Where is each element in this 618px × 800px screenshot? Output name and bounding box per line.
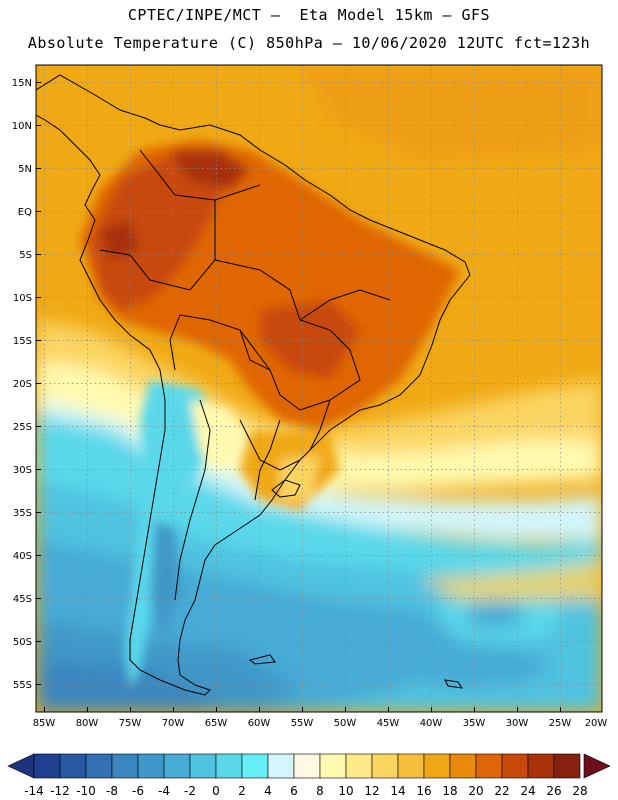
lat-label: 55S	[13, 680, 32, 691]
lat-label: 5S	[19, 250, 32, 261]
lat-label: 30S	[13, 465, 32, 476]
colorbar-swatch	[475, 753, 503, 779]
colorbar-label: -4	[158, 784, 170, 798]
lon-label: 30W	[506, 718, 529, 729]
colorbar-swatch	[85, 753, 113, 779]
lon-label: 50W	[334, 718, 357, 729]
colorbar-label: 28	[572, 784, 587, 798]
latitude-axis	[36, 82, 41, 685]
colorbar: -14 -12 -10 -8 -6 -4 -2 0 2 4 6 8 10 12 …	[7, 753, 611, 798]
colorbar-label: 12	[364, 784, 379, 798]
lat-label: 10S	[13, 293, 32, 304]
colorbar-label: 10	[338, 784, 353, 798]
lat-label: 35S	[13, 508, 32, 519]
lat-label: 10N	[12, 121, 32, 132]
lon-label: 20W	[585, 718, 608, 729]
colorbar-swatch	[449, 753, 477, 779]
lat-label: 40S	[13, 551, 32, 562]
lon-label: 65W	[205, 718, 228, 729]
colorbar-label: -10	[76, 784, 96, 798]
coastline	[36, 74, 471, 696]
colorbar-label: -8	[106, 784, 118, 798]
colorbar-swatch	[345, 753, 373, 779]
lon-label: 55W	[291, 718, 314, 729]
colorbar-label: 26	[546, 784, 561, 798]
colorbar-label: 20	[468, 784, 483, 798]
lat-label: 50S	[13, 637, 32, 648]
colorbar-swatch	[189, 753, 217, 779]
longitude-axis	[44, 707, 561, 712]
colorbar-swatch	[111, 753, 139, 779]
colorbar-above-arrow	[583, 753, 611, 779]
colorbar-swatch	[267, 753, 295, 779]
colorbar-swatch	[527, 753, 555, 779]
colorbar-swatch	[553, 753, 581, 779]
lon-label: 25W	[549, 718, 572, 729]
map-frame	[35, 64, 603, 713]
latitude-labels: 15N 10N 5N EQ 5S 10S 15S 20S 25S 30S 35S…	[12, 78, 32, 691]
lon-label: 70W	[162, 718, 185, 729]
lat-label: 5N	[18, 164, 32, 175]
chart-title-line2: Absolute Temperature (C) 850hPa — 10/06/…	[27, 34, 591, 52]
colorbar-swatch	[59, 753, 87, 779]
colorbar-swatch	[397, 753, 425, 779]
longitude-labels: 85W 80W 75W 70W 65W 60W 55W 50W 45W 40W …	[33, 718, 608, 729]
colorbar-label: 0	[212, 784, 220, 798]
colorbar-swatch	[319, 753, 347, 779]
colorbar-label: 4	[264, 784, 272, 798]
colorbar-below-arrow	[7, 753, 35, 779]
colorbar-swatch	[371, 753, 399, 779]
colorbar-label: 16	[416, 784, 431, 798]
colorbar-swatch	[33, 753, 61, 779]
lon-label: 35W	[463, 718, 486, 729]
colorbar-label: -6	[132, 784, 144, 798]
lat-label: 15S	[13, 336, 32, 347]
colorbar-label: 22	[494, 784, 509, 798]
colorbar-swatch	[501, 753, 529, 779]
lat-label: EQ	[18, 207, 32, 218]
colorbar-label: 2	[238, 784, 246, 798]
colorbar-label: -12	[50, 784, 70, 798]
lat-label: 15N	[12, 78, 32, 89]
colorbar-swatch	[423, 753, 451, 779]
colorbar-label: 14	[390, 784, 405, 798]
colorbar-label: 18	[442, 784, 457, 798]
colorbar-label: 8	[316, 784, 324, 798]
colorbar-swatch	[215, 753, 243, 779]
lon-label: 40W	[420, 718, 443, 729]
lon-label: 80W	[76, 718, 99, 729]
lon-label: 45W	[377, 718, 400, 729]
colorbar-label: 24	[520, 784, 535, 798]
lat-label: 45S	[13, 594, 32, 605]
colorbar-label: -2	[184, 784, 196, 798]
colorbar-swatch	[163, 753, 191, 779]
colorbar-swatch	[293, 753, 321, 779]
lon-label: 75W	[119, 718, 142, 729]
lon-label: 85W	[33, 718, 56, 729]
colorbar-swatch	[137, 753, 165, 779]
lat-label: 20S	[13, 379, 32, 390]
colorbar-label: 6	[290, 784, 298, 798]
colorbar-label: -14	[24, 784, 44, 798]
chart-title-line1: CPTEC/INPE/MCT — Eta Model 15km — GFS	[127, 6, 491, 24]
lat-label: 25S	[13, 422, 32, 433]
temperature-field	[36, 65, 602, 712]
colorbar-swatch	[241, 753, 269, 779]
lon-label: 60W	[248, 718, 271, 729]
